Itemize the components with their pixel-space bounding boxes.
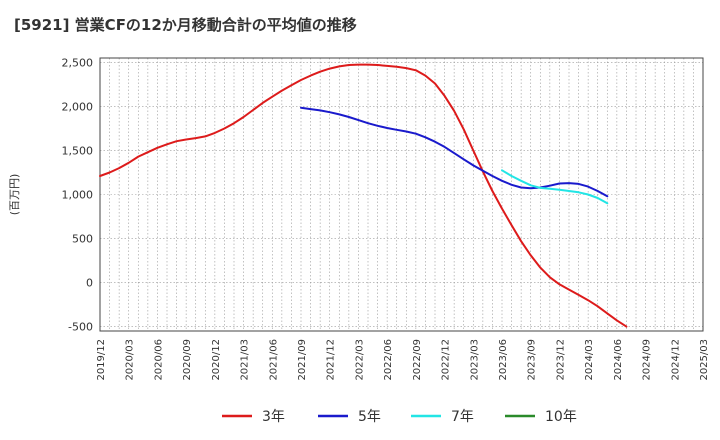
x-tick-label: 2023/06 (498, 339, 509, 381)
y-tick-label: 2,000 (62, 100, 94, 113)
series-line (99, 63, 628, 328)
legend-label: 5年 (358, 409, 381, 425)
x-tick-label: 2023/09 (527, 339, 538, 381)
x-tick-label: 2019/12 (96, 339, 107, 381)
series-line (501, 169, 609, 205)
y-tick-label: 0 (86, 277, 93, 290)
x-tick-label: 2022/06 (383, 339, 394, 381)
x-tick-label: 2020/12 (211, 339, 222, 381)
chart-title: [5921] 営業CFの12か月移動合計の平均値の推移 (14, 16, 357, 34)
y-tick-label: 1,000 (62, 189, 94, 202)
x-tick-label: 2024/06 (613, 339, 624, 381)
x-tick-label: 2020/06 (153, 339, 164, 381)
y-tick-label: -500 (68, 321, 93, 334)
x-tick-label: 2024/09 (642, 339, 653, 381)
plot-frame (99, 57, 704, 332)
x-tick-label: 2020/03 (125, 339, 136, 381)
y-tick-label: 1,500 (62, 144, 94, 157)
legend-label: 7年 (451, 409, 474, 425)
legend-label: 3年 (262, 409, 285, 425)
x-tick-label: 2024/12 (670, 339, 681, 381)
x-tick-label: 2024/03 (584, 339, 595, 381)
x-tick-label: 2022/12 (441, 339, 452, 381)
series-line (300, 106, 609, 198)
y-tick-label: 2,500 (62, 56, 94, 69)
x-tick-label: 2021/06 (268, 339, 279, 381)
x-tick-label: 2023/12 (555, 339, 566, 381)
y-axis-label: (百万円) (8, 174, 21, 216)
x-tick-label: 2021/09 (297, 339, 308, 381)
x-tick-label: 2021/03 (240, 339, 251, 381)
x-tick-label: 2025/03 (699, 339, 710, 381)
x-tick-label: 2021/12 (326, 339, 337, 381)
x-tick-label: 2020/09 (182, 339, 193, 381)
legend-label: 10年 (545, 409, 577, 425)
y-tick-label: 500 (72, 233, 93, 246)
x-tick-label: 2023/03 (469, 339, 480, 381)
x-tick-label: 2022/03 (354, 339, 365, 381)
x-tick-label: 2022/09 (412, 339, 423, 381)
